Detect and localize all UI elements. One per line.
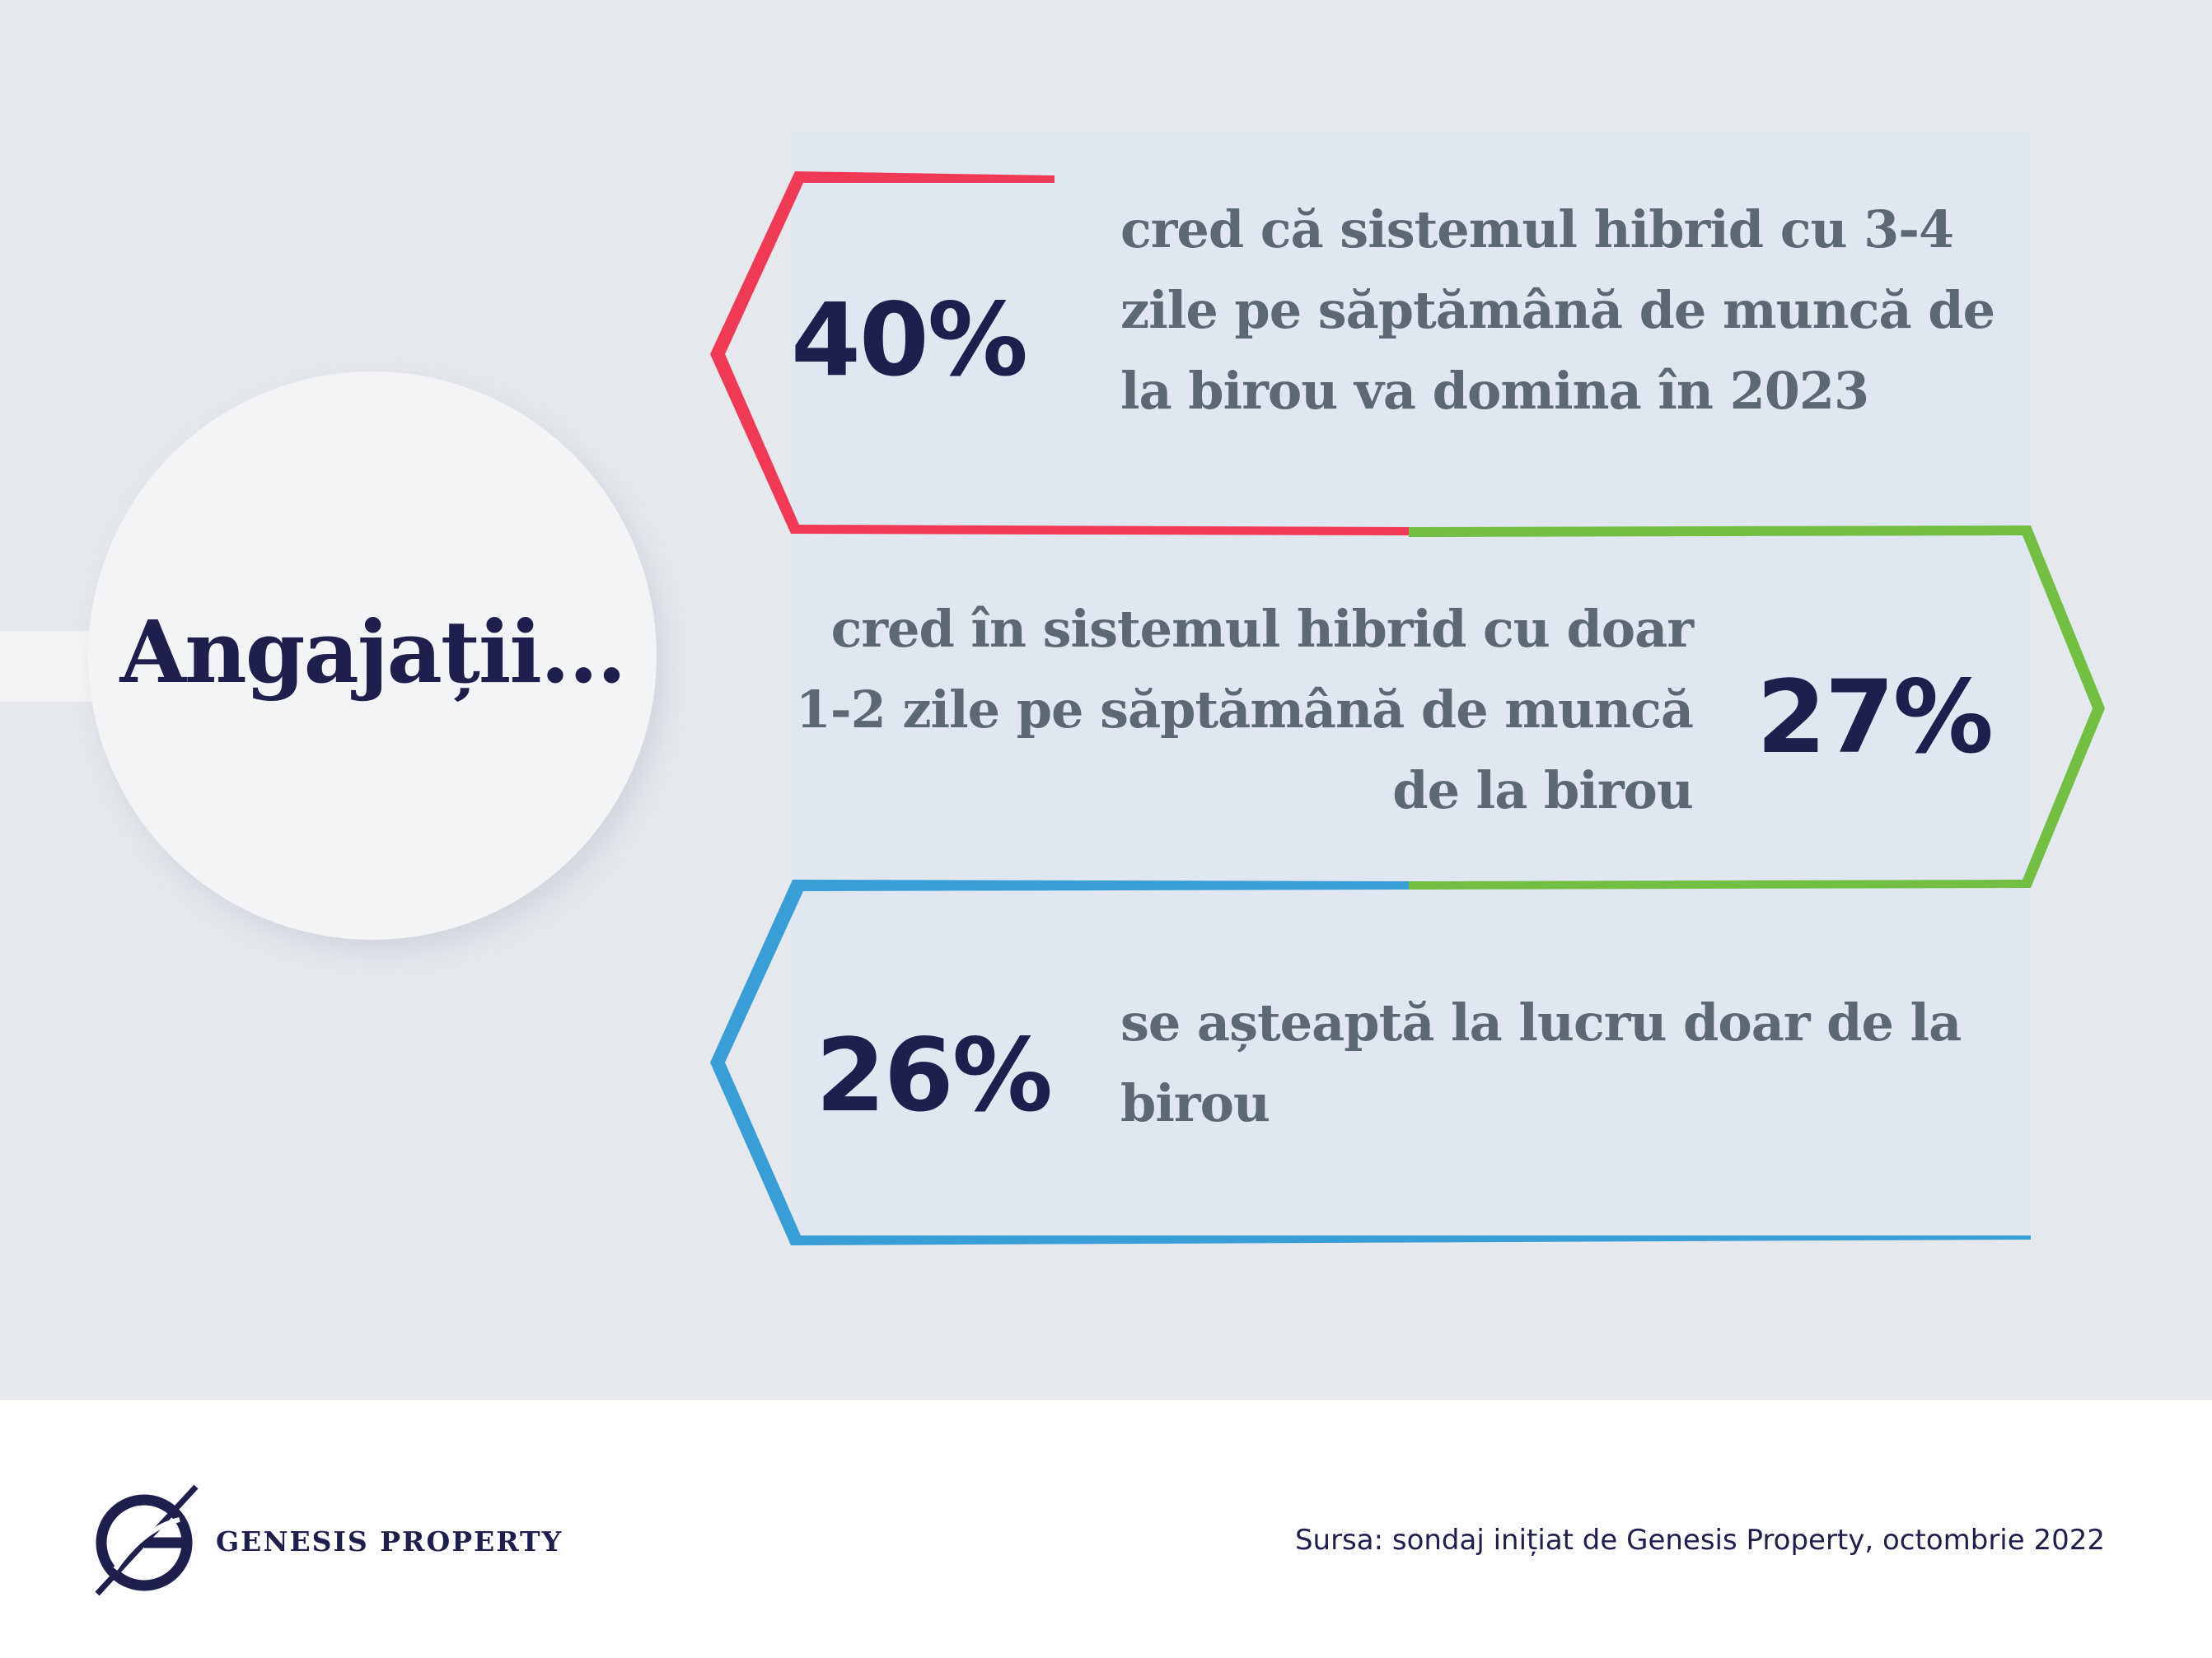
arrow-boxes — [710, 132, 2105, 1245]
statement-text-2: cred în sistemul hibrid cu doar 1-2 zile… — [795, 599, 1694, 820]
heading-title: Angajații... — [119, 601, 626, 703]
percent-value-2: 27% — [1756, 659, 1994, 776]
box-1-fill — [791, 132, 2031, 527]
box-2-fill — [791, 531, 2031, 881]
percent-value-1: 40% — [791, 282, 1028, 399]
percent-value-3: 26% — [816, 1017, 1053, 1134]
box-3-fill — [791, 885, 2031, 1240]
arrow-outline-40 — [710, 171, 1409, 535]
heading-circle — [88, 371, 657, 940]
brand-name: GENESIS PROPERTY — [216, 1525, 564, 1558]
source-note: Sursa: sondaj inițiat de Genesis Propert… — [1294, 1524, 2105, 1557]
arrow-outline-27 — [1409, 525, 2105, 890]
statement-text-3: se așteaptă la lucru doar de la birou — [1120, 992, 1962, 1133]
statement-text-1: cred că sistemul hibrid cu 3-4 zile pe s… — [1120, 199, 1995, 421]
genesis-g-logo-icon — [95, 1484, 199, 1596]
